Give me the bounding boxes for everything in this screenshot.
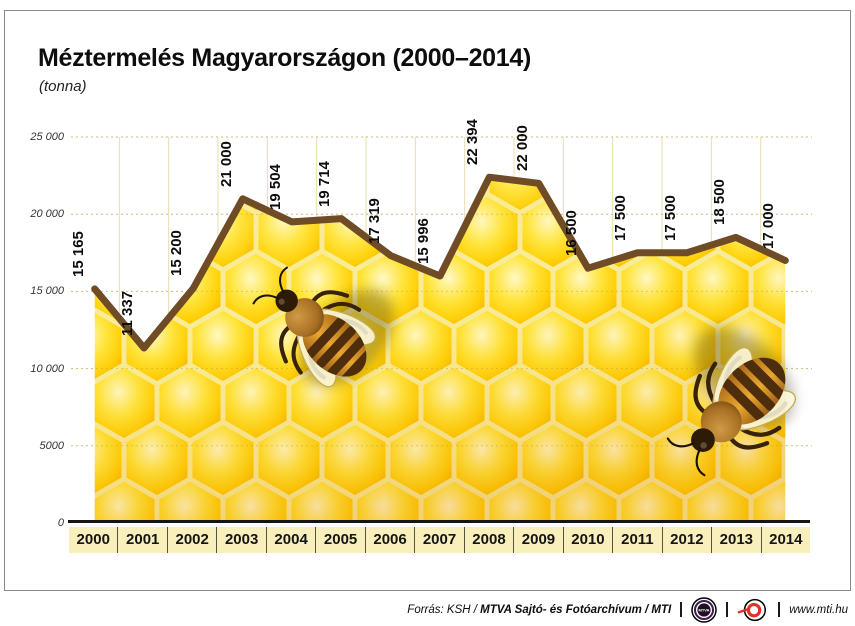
page-title: Méztermelés Magyarországon (2000–2014) xyxy=(38,44,532,72)
source-credit: Forrás: KSH / MTVA Sajtó- és Fotóarchívu… xyxy=(407,604,671,616)
x-axis-year-label: 2002 xyxy=(166,527,216,553)
data-value-label: 15 200 xyxy=(168,230,186,277)
y-axis-tick-label: 25 000 xyxy=(30,131,64,143)
x-axis-year-label: 2003 xyxy=(216,527,265,553)
data-value-label: 22 000 xyxy=(513,125,531,172)
x-axis-year-label: 2010 xyxy=(562,527,612,553)
footer-divider xyxy=(726,602,729,617)
y-axis-tick-label: 20 000 xyxy=(30,208,64,221)
x-axis-year-label: 2000 xyxy=(76,531,110,548)
x-axis-year-label: 2012 xyxy=(661,527,711,553)
x-axis-year-label: 2007 xyxy=(414,527,463,553)
data-value-label: 17 500 xyxy=(661,194,679,241)
x-axis-year-label: 2005 xyxy=(315,527,364,553)
y-axis-tick-label: 10 000 xyxy=(30,362,64,375)
footer-divider xyxy=(680,602,683,617)
data-value-label: 17 000 xyxy=(760,202,778,249)
mtva-logo-text: MTVA xyxy=(699,607,710,612)
footer-divider xyxy=(778,602,781,617)
data-value-label: 16 500 xyxy=(562,210,580,257)
footer: Forrás: KSH / MTVA Sajtó- és Fotóarchívu… xyxy=(407,596,848,623)
data-value-label: 15 996 xyxy=(414,218,432,265)
x-axis-year-band: 2000 2001 2002 2003 2004 2005 2006 2007 2008 2009… xyxy=(69,527,810,553)
x-axis-year-label: 2001 xyxy=(117,527,166,553)
data-value-label: 18 500 xyxy=(710,179,728,226)
data-value-label: 15 165 xyxy=(69,230,87,277)
website-link[interactable]: www.mti.hu xyxy=(789,603,848,616)
data-value-label: 17 500 xyxy=(612,194,630,241)
x-axis-year-label: 2009 xyxy=(513,527,562,553)
data-value-label: 22 394 xyxy=(464,119,482,166)
data-value-label: 21 000 xyxy=(217,140,235,187)
y-axis-tick-label: 5000 xyxy=(39,439,64,452)
y-axis-tick-label: 0 xyxy=(57,517,64,529)
x-axis-year-label: 2004 xyxy=(265,527,315,553)
honeycomb-shading xyxy=(94,177,786,522)
x-axis-year-label: 2011 xyxy=(612,527,661,553)
data-value-label: 19 504 xyxy=(266,163,284,210)
production-trend-line xyxy=(91,173,789,352)
x-axis-year-label: 2006 xyxy=(364,527,414,553)
source-archive: MTVA Sajtó- és Fotóarchívum / MTI xyxy=(480,603,672,616)
x-axis-year-label: 2008 xyxy=(463,527,513,553)
source-prefix: Forrás: KSH / xyxy=(407,603,477,616)
data-value-label: 19 714 xyxy=(316,160,334,207)
mtva-logo-icon: MTVA xyxy=(691,596,717,623)
data-value-label: 17 319 xyxy=(365,197,383,244)
x-axis-line xyxy=(68,520,810,523)
y-axis-tick-label: 15 000 xyxy=(30,285,64,298)
mti-logo-icon xyxy=(737,598,767,621)
data-value-label: 11 337 xyxy=(118,290,136,336)
x-axis-year-label: 2013 xyxy=(711,527,760,553)
page-subtitle: (tonna) xyxy=(39,78,87,95)
x-axis-year-label: 2014 xyxy=(760,527,810,553)
